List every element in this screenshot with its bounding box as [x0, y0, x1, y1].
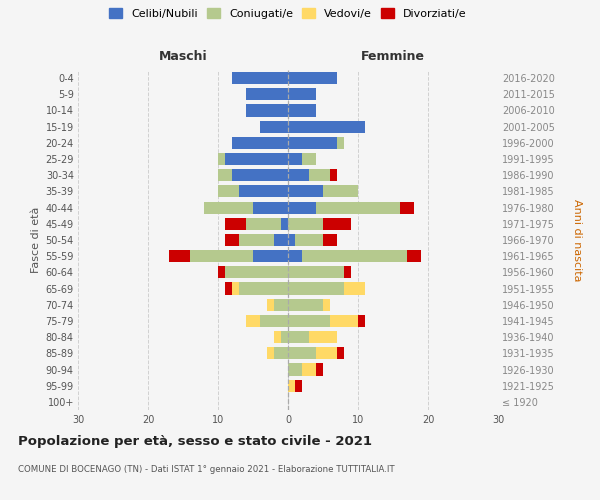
Text: Maschi: Maschi: [158, 50, 208, 62]
Bar: [288, 331, 309, 343]
Bar: [246, 315, 260, 327]
Bar: [225, 218, 246, 230]
Bar: [309, 331, 337, 343]
Bar: [323, 298, 330, 311]
Bar: [274, 234, 288, 246]
Bar: [225, 266, 288, 278]
Bar: [288, 137, 337, 149]
Bar: [288, 72, 337, 84]
Bar: [218, 186, 239, 198]
Bar: [232, 72, 288, 84]
Bar: [204, 202, 253, 213]
Bar: [288, 88, 316, 101]
Bar: [407, 250, 421, 262]
Bar: [309, 169, 330, 181]
Bar: [288, 266, 344, 278]
Bar: [330, 169, 337, 181]
Bar: [232, 169, 288, 181]
Bar: [323, 218, 351, 230]
Legend: Celibi/Nubili, Coniugati/e, Vedovi/e, Divorziati/e: Celibi/Nubili, Coniugati/e, Vedovi/e, Di…: [109, 8, 467, 19]
Text: Femmine: Femmine: [361, 50, 425, 62]
Bar: [288, 104, 316, 117]
Bar: [260, 315, 288, 327]
Bar: [274, 331, 281, 343]
Bar: [253, 250, 288, 262]
Bar: [288, 298, 323, 311]
Bar: [246, 104, 288, 117]
Bar: [302, 250, 407, 262]
Bar: [169, 250, 190, 262]
Bar: [288, 380, 295, 392]
Bar: [218, 266, 225, 278]
Bar: [239, 282, 288, 294]
Bar: [295, 380, 302, 392]
Bar: [288, 315, 330, 327]
Bar: [225, 234, 239, 246]
Bar: [288, 186, 323, 198]
Bar: [239, 186, 288, 198]
Bar: [274, 298, 288, 311]
Bar: [344, 282, 365, 294]
Bar: [323, 186, 358, 198]
Bar: [316, 202, 400, 213]
Bar: [246, 88, 288, 101]
Y-axis label: Anni di nascita: Anni di nascita: [572, 198, 582, 281]
Bar: [218, 153, 225, 165]
Bar: [288, 202, 316, 213]
Bar: [225, 153, 288, 165]
Bar: [330, 315, 358, 327]
Bar: [288, 364, 302, 376]
Bar: [288, 169, 309, 181]
Bar: [232, 137, 288, 149]
Bar: [295, 234, 323, 246]
Bar: [288, 218, 323, 230]
Text: Popolazione per età, sesso e stato civile - 2021: Popolazione per età, sesso e stato civil…: [18, 435, 372, 448]
Bar: [288, 120, 365, 132]
Bar: [337, 137, 344, 149]
Bar: [225, 282, 232, 294]
Bar: [260, 120, 288, 132]
Bar: [253, 202, 288, 213]
Bar: [288, 348, 316, 360]
Bar: [232, 282, 239, 294]
Y-axis label: Fasce di età: Fasce di età: [31, 207, 41, 273]
Bar: [316, 364, 323, 376]
Bar: [246, 218, 281, 230]
Bar: [281, 218, 288, 230]
Text: COMUNE DI BOCENAGO (TN) - Dati ISTAT 1° gennaio 2021 - Elaborazione TUTTITALIA.I: COMUNE DI BOCENAGO (TN) - Dati ISTAT 1° …: [18, 465, 395, 474]
Bar: [316, 348, 337, 360]
Bar: [358, 315, 365, 327]
Bar: [218, 169, 232, 181]
Bar: [190, 250, 253, 262]
Bar: [281, 331, 288, 343]
Bar: [323, 234, 337, 246]
Bar: [337, 348, 344, 360]
Bar: [302, 153, 316, 165]
Bar: [239, 234, 274, 246]
Bar: [302, 364, 316, 376]
Bar: [288, 282, 344, 294]
Bar: [288, 250, 302, 262]
Bar: [288, 153, 302, 165]
Bar: [274, 348, 288, 360]
Bar: [400, 202, 414, 213]
Bar: [267, 298, 274, 311]
Bar: [288, 234, 295, 246]
Bar: [267, 348, 274, 360]
Bar: [344, 266, 351, 278]
